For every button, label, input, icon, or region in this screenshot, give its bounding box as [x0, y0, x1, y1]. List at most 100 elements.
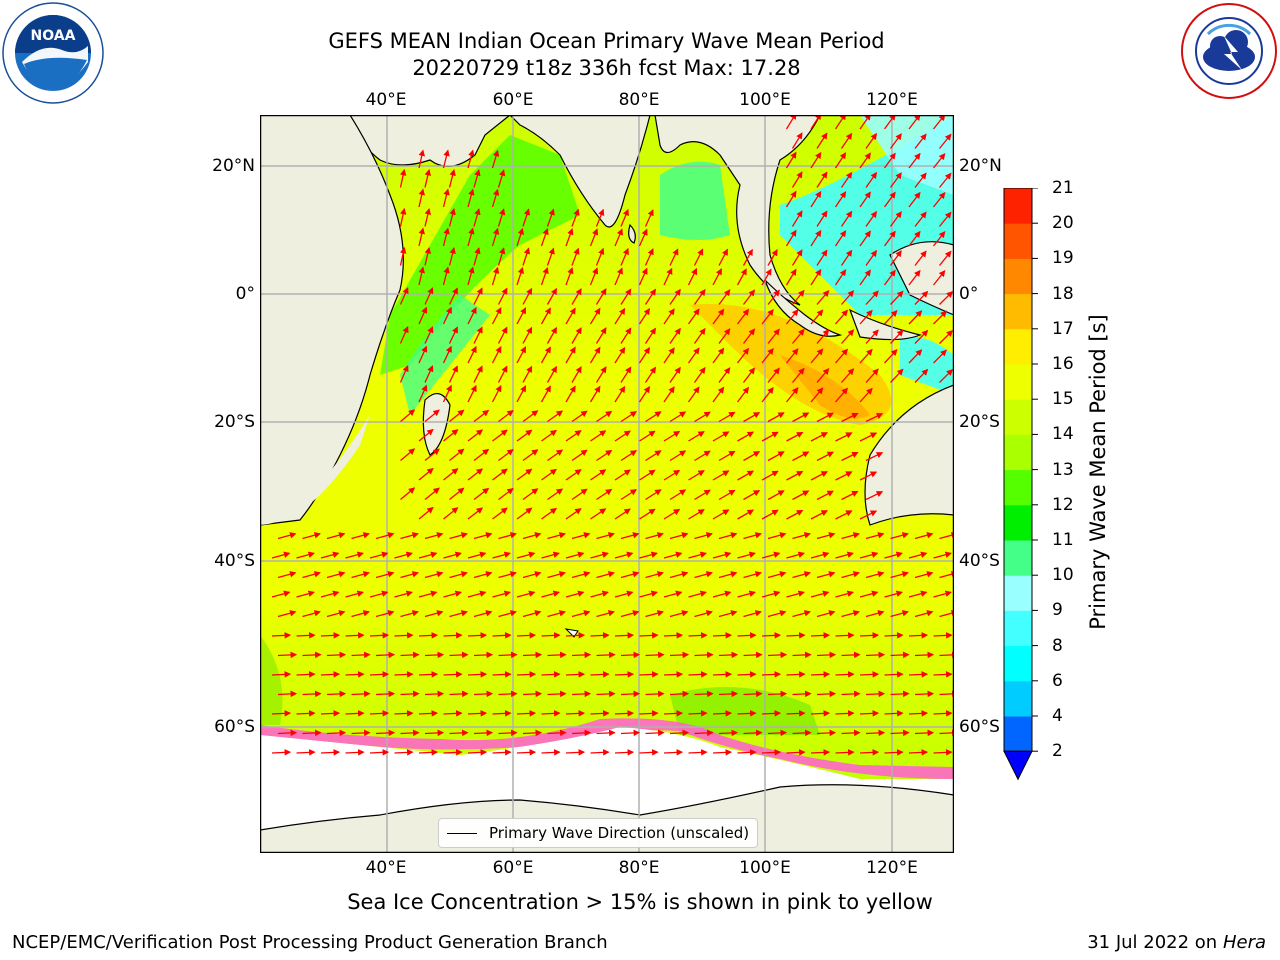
wave-direction-arrow	[645, 450, 662, 462]
wave-direction-arrow	[669, 288, 681, 305]
colorbar-tick-label: 20	[1052, 213, 1074, 234]
colorbar-segment	[1004, 504, 1032, 541]
wave-direction-arrow	[859, 269, 871, 286]
wave-direction-arrow	[547, 449, 564, 462]
wave-direction-arrow	[620, 288, 632, 305]
wave-direction-arrow	[442, 227, 450, 247]
noaa-logo-text: NOAA	[31, 28, 76, 44]
wave-direction-arrow	[859, 590, 879, 598]
colorbar-title: Primary Wave Mean Period [s]	[1086, 314, 1110, 630]
wave-direction-arrow	[614, 430, 631, 442]
wave-direction-arrow	[442, 345, 452, 364]
wave-direction-arrow	[369, 632, 390, 639]
wave-direction-arrow	[638, 385, 650, 403]
lat-tick-right-0: 0°	[959, 284, 979, 304]
wave-direction-arrow	[718, 532, 738, 540]
wave-direction-arrow	[810, 115, 822, 130]
wave-direction-arrow	[743, 729, 763, 737]
wave-direction-arrow	[448, 208, 456, 227]
wave-direction-arrow	[890, 610, 909, 618]
lat-tick-right-40s: 40°S	[959, 551, 1000, 571]
wave-direction-arrow	[522, 532, 542, 540]
wave-direction-arrow	[644, 209, 654, 227]
wave-direction-arrow	[424, 326, 434, 344]
wave-direction-arrow	[865, 413, 884, 423]
wave-direction-arrow	[589, 307, 601, 325]
wave-direction-arrow	[835, 432, 853, 442]
wave-direction-arrow	[400, 610, 419, 618]
wave-direction-arrow	[663, 671, 684, 678]
wave-direction-arrow	[785, 387, 799, 403]
wave-direction-arrow	[688, 671, 708, 678]
wave-direction-arrow	[939, 729, 954, 737]
wave-direction-arrow	[914, 172, 927, 188]
colorbar-tick-label: 4	[1052, 706, 1063, 726]
wave-direction-arrow	[639, 671, 659, 678]
wave-direction-arrow	[400, 651, 420, 659]
wave-direction-arrow	[816, 249, 828, 266]
wave-direction-arrow	[767, 490, 785, 501]
wave-direction-arrow	[639, 551, 658, 559]
wave-direction-arrow	[932, 192, 946, 208]
wave-direction-arrow	[571, 690, 592, 698]
wave-direction-arrow	[394, 590, 413, 598]
wave-direction-arrow	[767, 451, 785, 462]
wave-direction-arrow	[424, 207, 432, 227]
wave-direction-arrow	[688, 632, 708, 639]
wave-direction-arrow	[375, 690, 396, 698]
wave-direction-arrow	[491, 385, 502, 403]
wave-direction-arrow	[596, 532, 615, 540]
wave-direction-arrow	[326, 571, 346, 579]
wave-direction-arrow	[810, 590, 830, 598]
wave-direction-arrow	[271, 710, 292, 717]
wave-direction-arrow	[638, 346, 650, 364]
wave-direction-arrow	[590, 749, 610, 756]
wave-direction-arrow	[596, 410, 613, 423]
wave-direction-arrow	[816, 532, 836, 540]
wave-direction-arrow	[810, 229, 822, 247]
wave-direction-arrow	[424, 487, 440, 501]
wave-direction-arrow	[596, 651, 616, 659]
wave-direction-arrow	[571, 651, 592, 659]
wave-direction-arrow	[449, 729, 469, 737]
wave-direction-arrow	[645, 651, 665, 659]
wave-direction-arrow	[320, 590, 340, 598]
wave-direction-arrow	[492, 671, 512, 678]
wave-direction-arrow	[810, 151, 822, 169]
wave-direction-arrow	[840, 132, 853, 149]
wave-direction-arrow	[914, 610, 934, 618]
wave-direction-arrow	[473, 610, 493, 618]
wave-direction-arrow	[908, 269, 921, 286]
wave-direction-arrow	[663, 347, 675, 364]
wave-direction-arrow	[497, 247, 506, 266]
wave-direction-arrow	[448, 247, 456, 266]
wave-direction-arrow	[522, 326, 533, 344]
wave-direction-arrow	[492, 749, 512, 756]
wave-direction-arrow	[865, 171, 878, 188]
wave-direction-arrow	[639, 508, 656, 520]
colorbar-segment	[1004, 469, 1032, 506]
wave-direction-arrow	[547, 651, 567, 659]
wave-direction-arrow	[516, 507, 533, 520]
wave-direction-arrow	[449, 651, 469, 659]
wave-direction-arrow	[442, 188, 450, 208]
wave-direction-arrow	[859, 632, 880, 639]
wave-direction-arrow	[694, 411, 711, 423]
wave-direction-arrow	[841, 651, 861, 659]
sea-ice-note: Sea Ice Concentration > 15% is shown in …	[347, 890, 933, 914]
wave-direction-arrow	[522, 410, 539, 423]
wave-direction-arrow	[785, 229, 797, 247]
wave-direction-arrow	[620, 651, 641, 659]
wave-direction-arrow	[786, 710, 806, 717]
wave-direction-arrow	[516, 749, 537, 756]
wave-direction-arrow	[908, 230, 921, 247]
lat-tick-left-0: 0°	[235, 284, 255, 304]
wave-direction-arrow	[865, 249, 878, 266]
wave-direction-arrow	[589, 346, 601, 364]
wave-direction-arrow	[467, 266, 475, 286]
wave-direction-arrow	[865, 368, 879, 383]
wave-direction-arrow	[761, 347, 774, 364]
wave-direction-arrow	[663, 386, 675, 403]
wave-direction-arrow	[859, 230, 871, 247]
wave-direction-arrow	[320, 632, 341, 639]
